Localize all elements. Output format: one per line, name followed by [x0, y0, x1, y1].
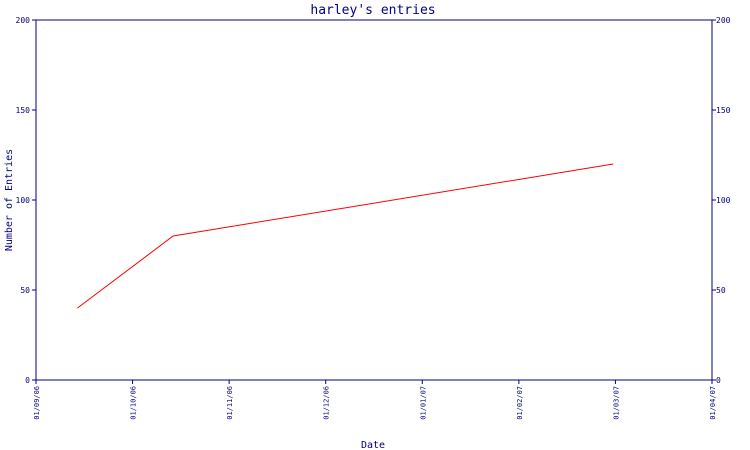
y-tick-label-left-0: 0	[25, 376, 30, 385]
y-tick-label-left-4: 200	[16, 16, 31, 25]
series-line-0	[77, 163, 614, 309]
x-tick-label-4: 01/01/07	[419, 386, 427, 420]
x-axis: 01/09/06 01/10/06 01/11/06 01/12/06 01/01/07…	[33, 380, 717, 420]
plot-frame	[35, 19, 713, 381]
x-tick-label-6: 01/03/07	[612, 386, 620, 420]
y-tick-label-right-0: 0	[716, 376, 721, 385]
x-tick-label-7: 01/04/07	[709, 386, 717, 420]
x-tick-label-5: 01/02/07	[516, 386, 524, 420]
y-axis: 0 0 50 50 100 100 150 150 200 200	[16, 16, 731, 385]
series-layer	[77, 163, 614, 309]
x-axis-label: Date	[361, 440, 385, 450]
y-tick-label-left-2: 100	[16, 196, 31, 205]
x-tick-label-2: 01/11/06	[226, 386, 234, 420]
y-tick-label-right-3: 150	[716, 106, 731, 115]
x-tick-label-0: 01/09/06	[33, 386, 41, 420]
y-tick-label-left-3: 150	[16, 106, 31, 115]
chart-title: harley's entries	[310, 3, 435, 18]
y-tick-label-right-1: 50	[716, 286, 726, 295]
x-tick-label-1: 01/10/06	[130, 386, 138, 420]
y-axis-label: Number of Entries	[4, 149, 15, 251]
y-tick-label-left-1: 50	[20, 286, 30, 295]
x-tick-label-3: 01/12/06	[323, 386, 331, 420]
y-tick-label-right-4: 200	[716, 16, 731, 25]
y-tick-label-right-2: 100	[716, 196, 731, 205]
